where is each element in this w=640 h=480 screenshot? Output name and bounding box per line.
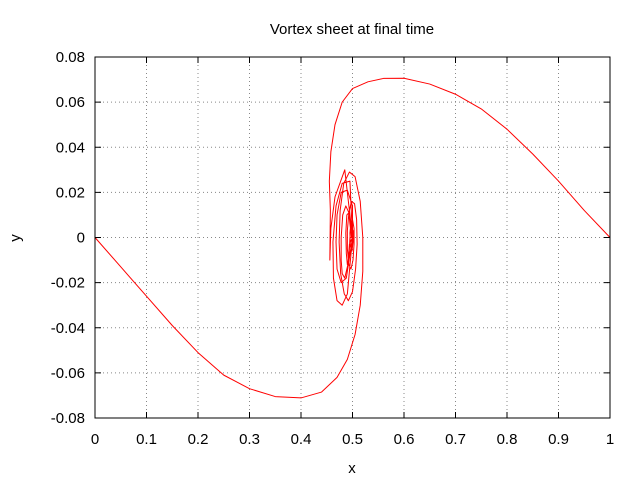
x-tick-label: 0.9 [548, 431, 569, 448]
y-tick-label: -0.06 [51, 365, 85, 382]
y-tick-label: -0.02 [51, 275, 85, 292]
y-tick-label: 0.04 [56, 139, 85, 156]
x-tick-label: 0.8 [497, 431, 518, 448]
x-tick-label: 0.5 [342, 431, 363, 448]
x-tick-label: 0.1 [136, 431, 157, 448]
x-tick-label: 0.7 [445, 431, 466, 448]
ticks: 0 0.1 0.2 0.3 0.4 0.5 0.6 0.7 0.8 0.9 1 -0.08 -0.06 -… [51, 49, 614, 448]
y-tick-label: -0.08 [51, 410, 85, 427]
x-tick-label: 0.2 [188, 431, 209, 448]
chart-title: Vortex sheet at final time [270, 21, 434, 38]
x-axis-label: x [348, 460, 356, 477]
y-axis-label: y [7, 234, 24, 242]
y-tick-label: 0.06 [56, 94, 85, 111]
y-tick-label: 0 [77, 230, 85, 247]
x-tick-label: 0.6 [394, 431, 415, 448]
series-line-0 [94, 77, 611, 399]
y-tick-label: 0.08 [56, 49, 85, 66]
y-tick-label: -0.04 [51, 320, 85, 337]
series-layer [94, 77, 611, 399]
y-tick-label: 0.02 [56, 184, 85, 201]
x-tick-label: 1 [606, 431, 614, 448]
x-tick-label: 0.3 [239, 431, 260, 448]
x-tick-label: 0.4 [291, 431, 312, 448]
x-tick-label: 0 [91, 431, 99, 448]
